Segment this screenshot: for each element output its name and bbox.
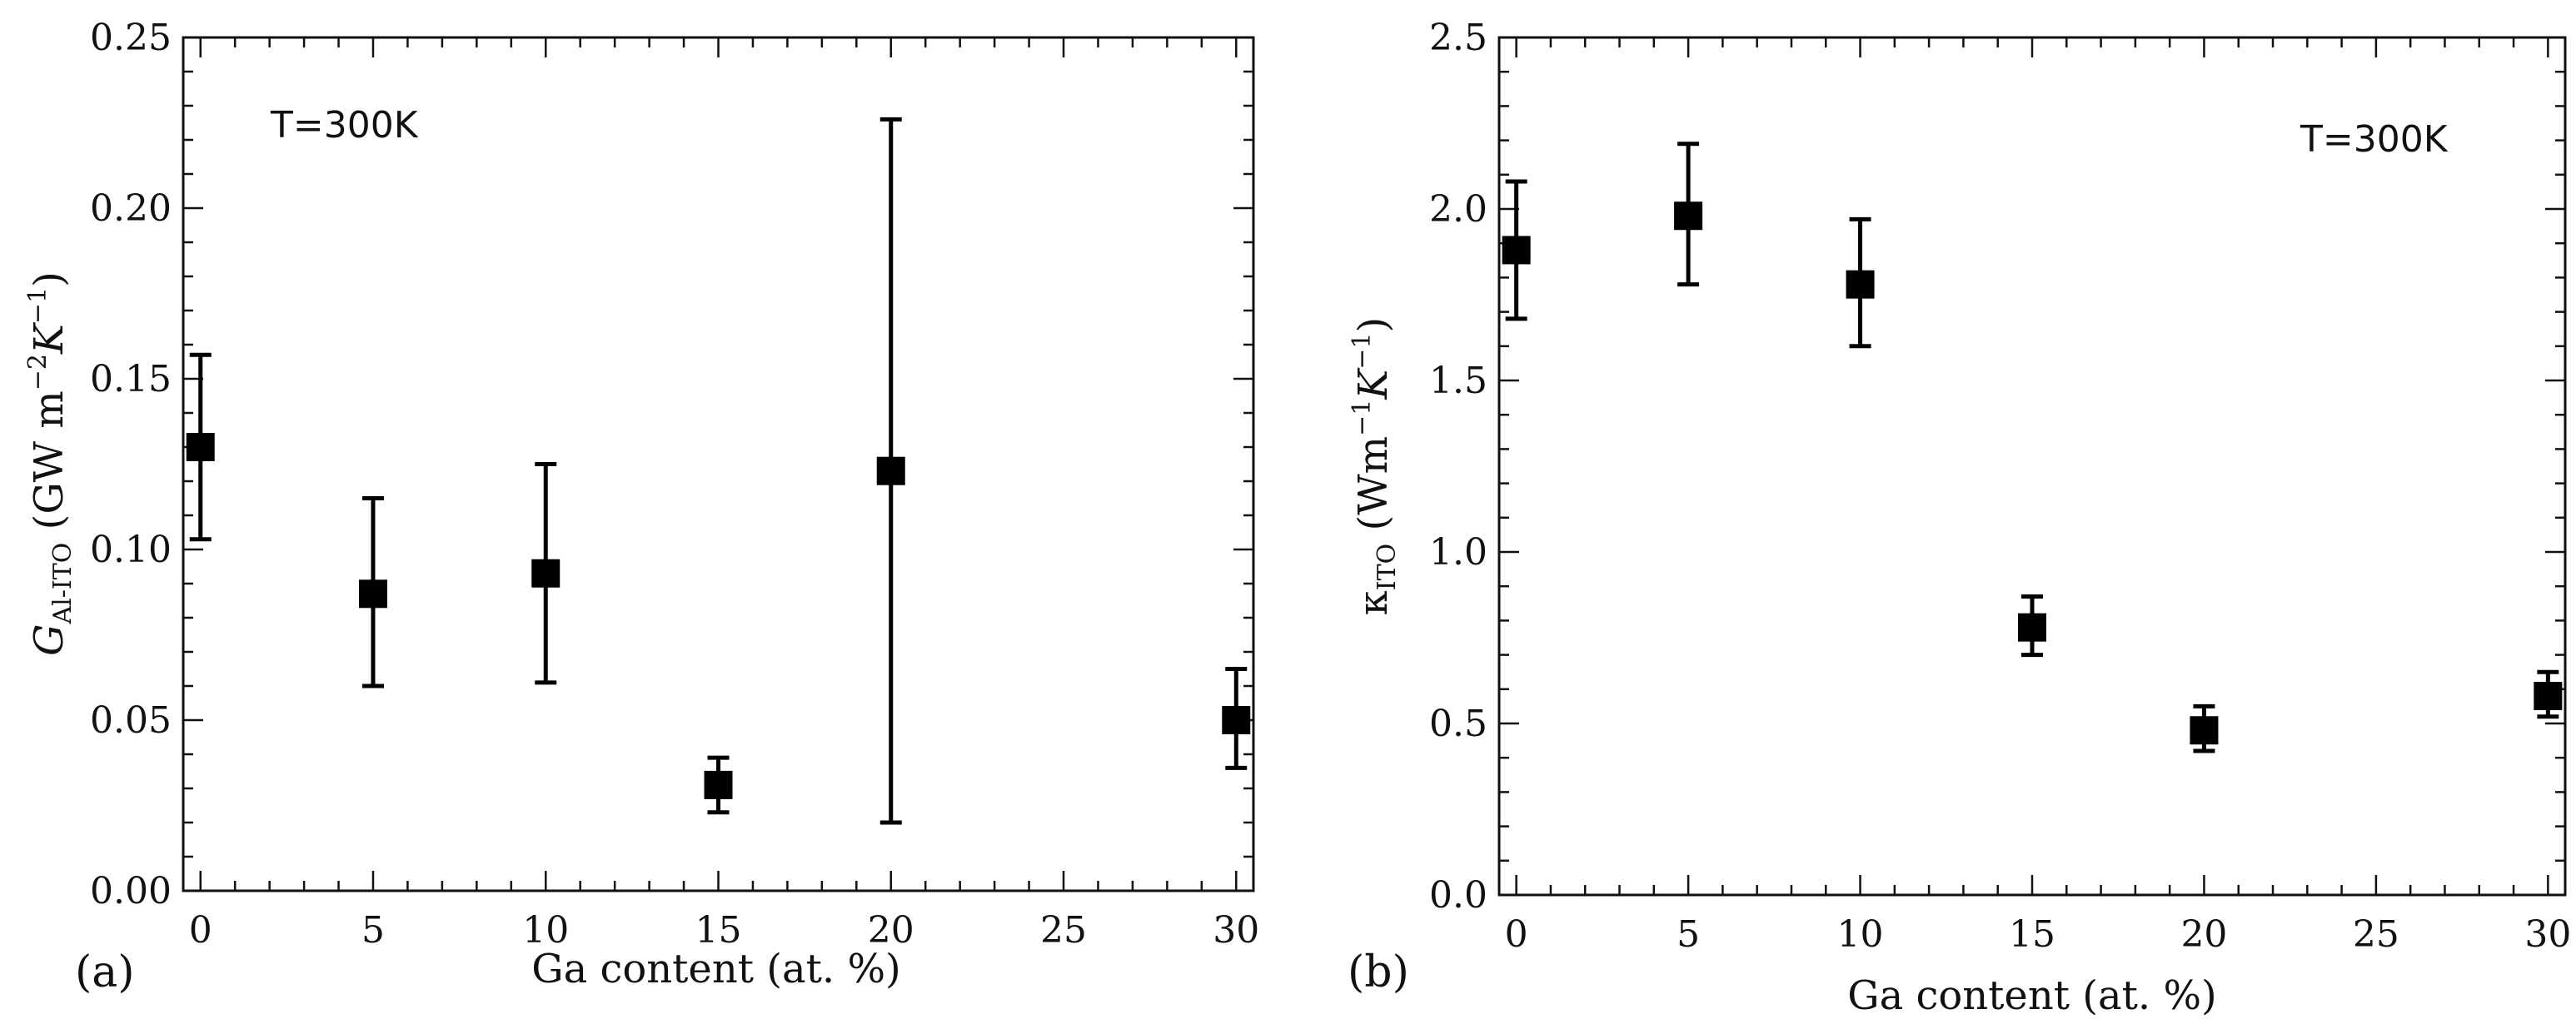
b-y-tick-label: 1.5 <box>1429 360 1487 402</box>
panel-b-plot-frame <box>1497 36 2567 897</box>
panel-b-kappa-ito-chart: 0 5 10 15 20 25 30 0.0 0.5 1.0 1.5 2.0 2.5 T=300K (b… <box>1348 17 2571 1019</box>
panel-a-y-units-close: ) <box>26 271 72 287</box>
b-x-tick-label: 20 <box>2180 913 2227 956</box>
panel-b-label: (b) <box>1348 947 1409 997</box>
a-data-point-20 <box>876 456 905 485</box>
panel-a-markers <box>186 433 1251 799</box>
panel-a-gal-ito-chart: 0 5 10 15 20 25 30 0.00 0.05 0.10 0.15 0.20 0.25 T=3… <box>23 17 1259 997</box>
a-x-tick-label: 15 <box>695 909 742 952</box>
panel-b-y-exp2: −1 <box>1348 333 1377 370</box>
a-data-point-10 <box>531 559 561 588</box>
a-data-point-30 <box>1222 706 1251 734</box>
panel-b-markers <box>1502 201 2563 745</box>
b-data-point-30 <box>2534 682 2563 711</box>
panel-b-y-units-mid: K <box>1350 367 1397 400</box>
a-y-tick-label: 0.05 <box>90 699 172 742</box>
panel-a-label: (a) <box>75 947 135 997</box>
panel-b-tick-labels: 0 5 10 15 20 25 30 0.0 0.5 1.0 1.5 2.0 2.5 <box>1429 17 2571 956</box>
a-x-tick-label: 25 <box>1040 909 1087 952</box>
b-y-tick-label: 2.5 <box>1429 17 1487 59</box>
panel-b-error-bars <box>1505 142 2559 753</box>
b-data-point-20 <box>2190 716 2219 745</box>
panel-a-y-axis-title: GAl-ITO (GW m−2K−1) <box>23 271 77 656</box>
b-y-tick-label: 0.5 <box>1429 703 1487 745</box>
panel-a-temperature-annotation: T=300K <box>270 104 419 147</box>
panel-a-y-exp2: −1 <box>23 287 52 324</box>
a-y-tick-label: 0.00 <box>90 870 172 912</box>
panel-a-y-units-open: (GW m <box>26 390 72 542</box>
panel-b-y-units-open: (Wm <box>1350 436 1397 544</box>
b-x-tick-label: 0 <box>1505 913 1528 956</box>
b-data-point-10 <box>1846 270 1875 299</box>
a-y-tick-label: 0.20 <box>90 187 172 230</box>
b-data-point-15 <box>2018 613 2046 642</box>
panel-b-x-axis-title: Ga content (at. %) <box>1847 972 2217 1019</box>
b-data-point-0 <box>1502 236 1531 265</box>
panel-a-y-symbol: G <box>26 624 72 656</box>
panel-b-y-exp1: −1 <box>1348 400 1377 436</box>
panel-a-error-bars <box>189 117 1248 825</box>
a-x-tick-label: 20 <box>868 909 914 952</box>
b-x-tick-label: 30 <box>2524 913 2571 956</box>
a-x-tick-label: 5 <box>361 909 385 952</box>
panel-a-x-axis-title: Ga content (at. %) <box>531 946 901 992</box>
panel-a-y-subscript: Al-ITO <box>48 543 77 625</box>
panel-b-y-subscript: ITO <box>1373 544 1402 590</box>
b-y-tick-label: 0.0 <box>1429 874 1487 917</box>
a-x-tick-label: 0 <box>189 909 212 952</box>
panel-b-temperature-annotation: T=300K <box>2299 118 2449 161</box>
panel-b-y-units-close: ) <box>1350 317 1397 333</box>
a-x-tick-label: 10 <box>522 909 569 952</box>
b-x-tick-label: 15 <box>2009 913 2055 956</box>
panel-a-y-exp1: −2 <box>23 354 52 390</box>
b-y-tick-label: 2.0 <box>1429 188 1487 231</box>
panel-b-y-symbol: κ <box>1350 590 1397 615</box>
b-x-tick-label: 5 <box>1677 913 1700 956</box>
b-data-point-5 <box>1674 201 1703 231</box>
a-y-tick-label: 0.15 <box>90 358 172 400</box>
panel-b-y-axis-title: κITO (Wm−1K−1) <box>1348 317 1402 615</box>
panel-a-tick-labels: 0 5 10 15 20 25 30 0.00 0.05 0.10 0.15 0.20 0.25 <box>90 17 1259 952</box>
panel-b-ticks <box>1499 36 2565 897</box>
a-y-tick-label: 0.25 <box>90 17 172 59</box>
panel-a-y-units-mid: K <box>26 321 72 355</box>
a-data-point-0 <box>186 433 215 461</box>
a-y-tick-label: 0.10 <box>90 529 172 571</box>
a-x-tick-label: 30 <box>1213 909 1259 952</box>
b-x-tick-label: 25 <box>2353 913 2399 956</box>
b-y-tick-label: 1.0 <box>1429 531 1487 574</box>
a-data-point-15 <box>704 770 733 799</box>
b-x-tick-label: 10 <box>1837 913 1884 956</box>
a-data-point-5 <box>358 579 387 609</box>
